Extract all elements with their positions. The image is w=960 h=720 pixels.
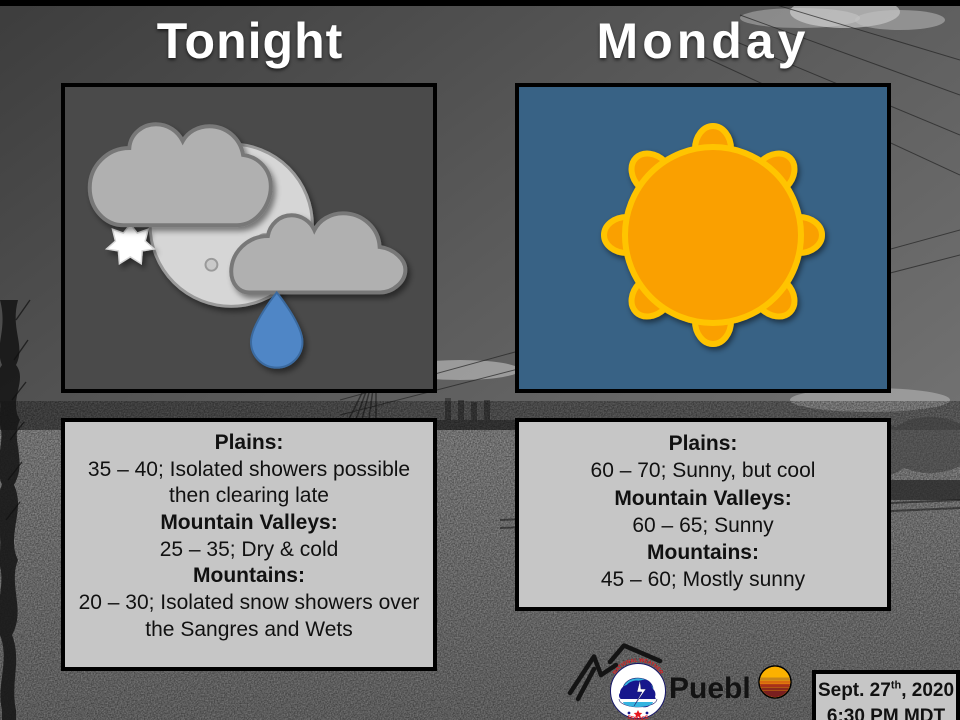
svg-text:Puebl: Puebl xyxy=(669,672,751,705)
